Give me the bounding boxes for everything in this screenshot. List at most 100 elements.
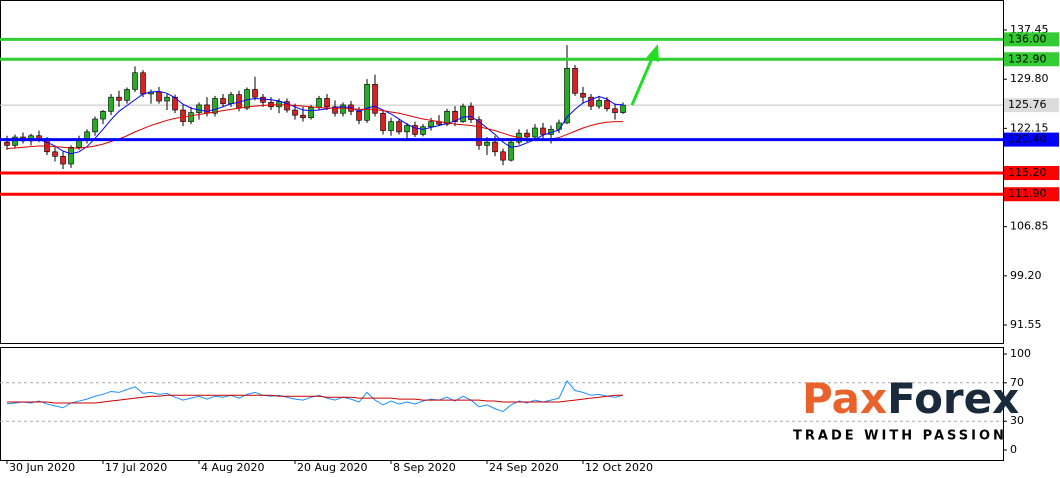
candle-body: [612, 108, 618, 113]
candle-body: [572, 67, 578, 94]
candle-body: [364, 84, 370, 121]
candle-body: [244, 89, 250, 109]
candle-body: [356, 111, 362, 121]
y-tick-label: 91.55: [1010, 318, 1042, 331]
y-tick-label: 0: [1010, 443, 1017, 456]
candle-body: [132, 72, 138, 90]
candle-body: [340, 104, 346, 114]
level-label: 115.20: [1008, 166, 1047, 179]
moving-average: [6, 90, 624, 155]
candle-body: [468, 105, 474, 120]
candle-body: [396, 121, 402, 133]
y-tick-label: 129.80: [1010, 72, 1049, 85]
candle-body: [404, 125, 410, 133]
candle-body: [492, 141, 498, 153]
x-tick-label: 8 Sep 2020: [393, 461, 456, 474]
y-tick-label: 100: [1010, 347, 1031, 360]
candle-body: [308, 107, 314, 119]
level-label-bg: [1004, 32, 1059, 47]
y-tick-label: 70: [1010, 376, 1024, 389]
candle-body: [588, 96, 594, 107]
candle-body: [556, 122, 562, 130]
candle-body: [316, 98, 322, 108]
candle-body: [292, 109, 298, 116]
candle-body: [420, 126, 426, 135]
x-tick-label: 12 Oct 2020: [585, 461, 653, 474]
current-price-bg: [1004, 98, 1059, 113]
arrow-head: [646, 44, 659, 62]
candle-body: [388, 121, 394, 131]
candle-body: [164, 96, 170, 102]
candle-body: [124, 89, 130, 101]
y-tick-label: 106.85: [1010, 220, 1049, 233]
candle-body: [324, 98, 330, 108]
candle-body: [500, 151, 506, 161]
level-label: 120.40: [1008, 133, 1047, 146]
logo-tagline: TRADE WITH PASSION: [793, 429, 1007, 444]
candle-body: [484, 141, 490, 146]
x-tick-label: 4 Aug 2020: [201, 461, 264, 474]
level-label: 136.00: [1008, 32, 1047, 45]
candle-body: [100, 111, 106, 120]
candle-body: [188, 112, 194, 122]
candle-body: [372, 84, 378, 114]
candle-body: [604, 100, 610, 110]
candle-body: [108, 96, 114, 112]
candle-body: [252, 89, 258, 98]
logo-brand: PaxForex: [802, 374, 1019, 423]
candle-body: [196, 104, 202, 113]
level-label-bg: [1004, 132, 1059, 147]
candle-body: [60, 156, 66, 165]
y-tick-label: 122.15: [1010, 121, 1049, 134]
candle-body: [180, 109, 186, 122]
candle-body: [220, 98, 226, 104]
candle-body: [412, 125, 418, 135]
y-tick-label: 30: [1010, 414, 1024, 427]
candle-body: [540, 127, 546, 135]
level-label: 111.90: [1008, 187, 1047, 200]
level-label-bg: [1004, 187, 1059, 202]
level-label-bg: [1004, 52, 1059, 67]
candle-body: [4, 141, 10, 146]
arrow-shaft: [630, 55, 655, 106]
candle-body: [620, 104, 626, 113]
x-tick-label: 30 Jun 2020: [9, 461, 75, 474]
candle-body: [564, 67, 570, 124]
candle-body: [140, 72, 146, 95]
candle-body: [276, 101, 282, 108]
candle-body: [52, 151, 58, 157]
x-tick-label: 24 Sep 2020: [489, 461, 559, 474]
candle-body: [260, 96, 266, 103]
x-tick-label: 20 Aug 2020: [297, 461, 367, 474]
level-label-bg: [1004, 166, 1059, 181]
candle-body: [532, 127, 538, 138]
x-tick-label: 17 Jul 2020: [105, 461, 167, 474]
candle-body: [228, 94, 234, 104]
candle-body: [444, 111, 450, 125]
candle-body: [84, 131, 90, 140]
candle-body: [380, 112, 386, 131]
candle-body: [284, 101, 290, 111]
current-price-label: 125.76: [1008, 98, 1047, 111]
candle-body: [300, 114, 306, 119]
candle-body: [452, 111, 458, 122]
candle-body: [92, 118, 98, 133]
candle-body: [596, 100, 602, 107]
logo: PaxForex TRADE WITH PASSION: [793, 374, 1019, 444]
level-label: 132.90: [1008, 52, 1047, 65]
moving-average: [6, 104, 623, 150]
candle-body: [476, 119, 482, 146]
candle-body: [580, 93, 586, 98]
candle-body: [332, 106, 338, 114]
candle-body: [172, 96, 178, 111]
candle-body: [156, 91, 162, 102]
candle-body: [508, 141, 514, 161]
indicator-line: [7, 394, 623, 404]
candle-body: [12, 136, 18, 146]
candle-body: [68, 147, 74, 165]
candle-body: [212, 98, 218, 114]
candle-body: [460, 105, 466, 122]
candle-body: [524, 132, 530, 138]
indicator-panel: [0, 347, 1004, 461]
